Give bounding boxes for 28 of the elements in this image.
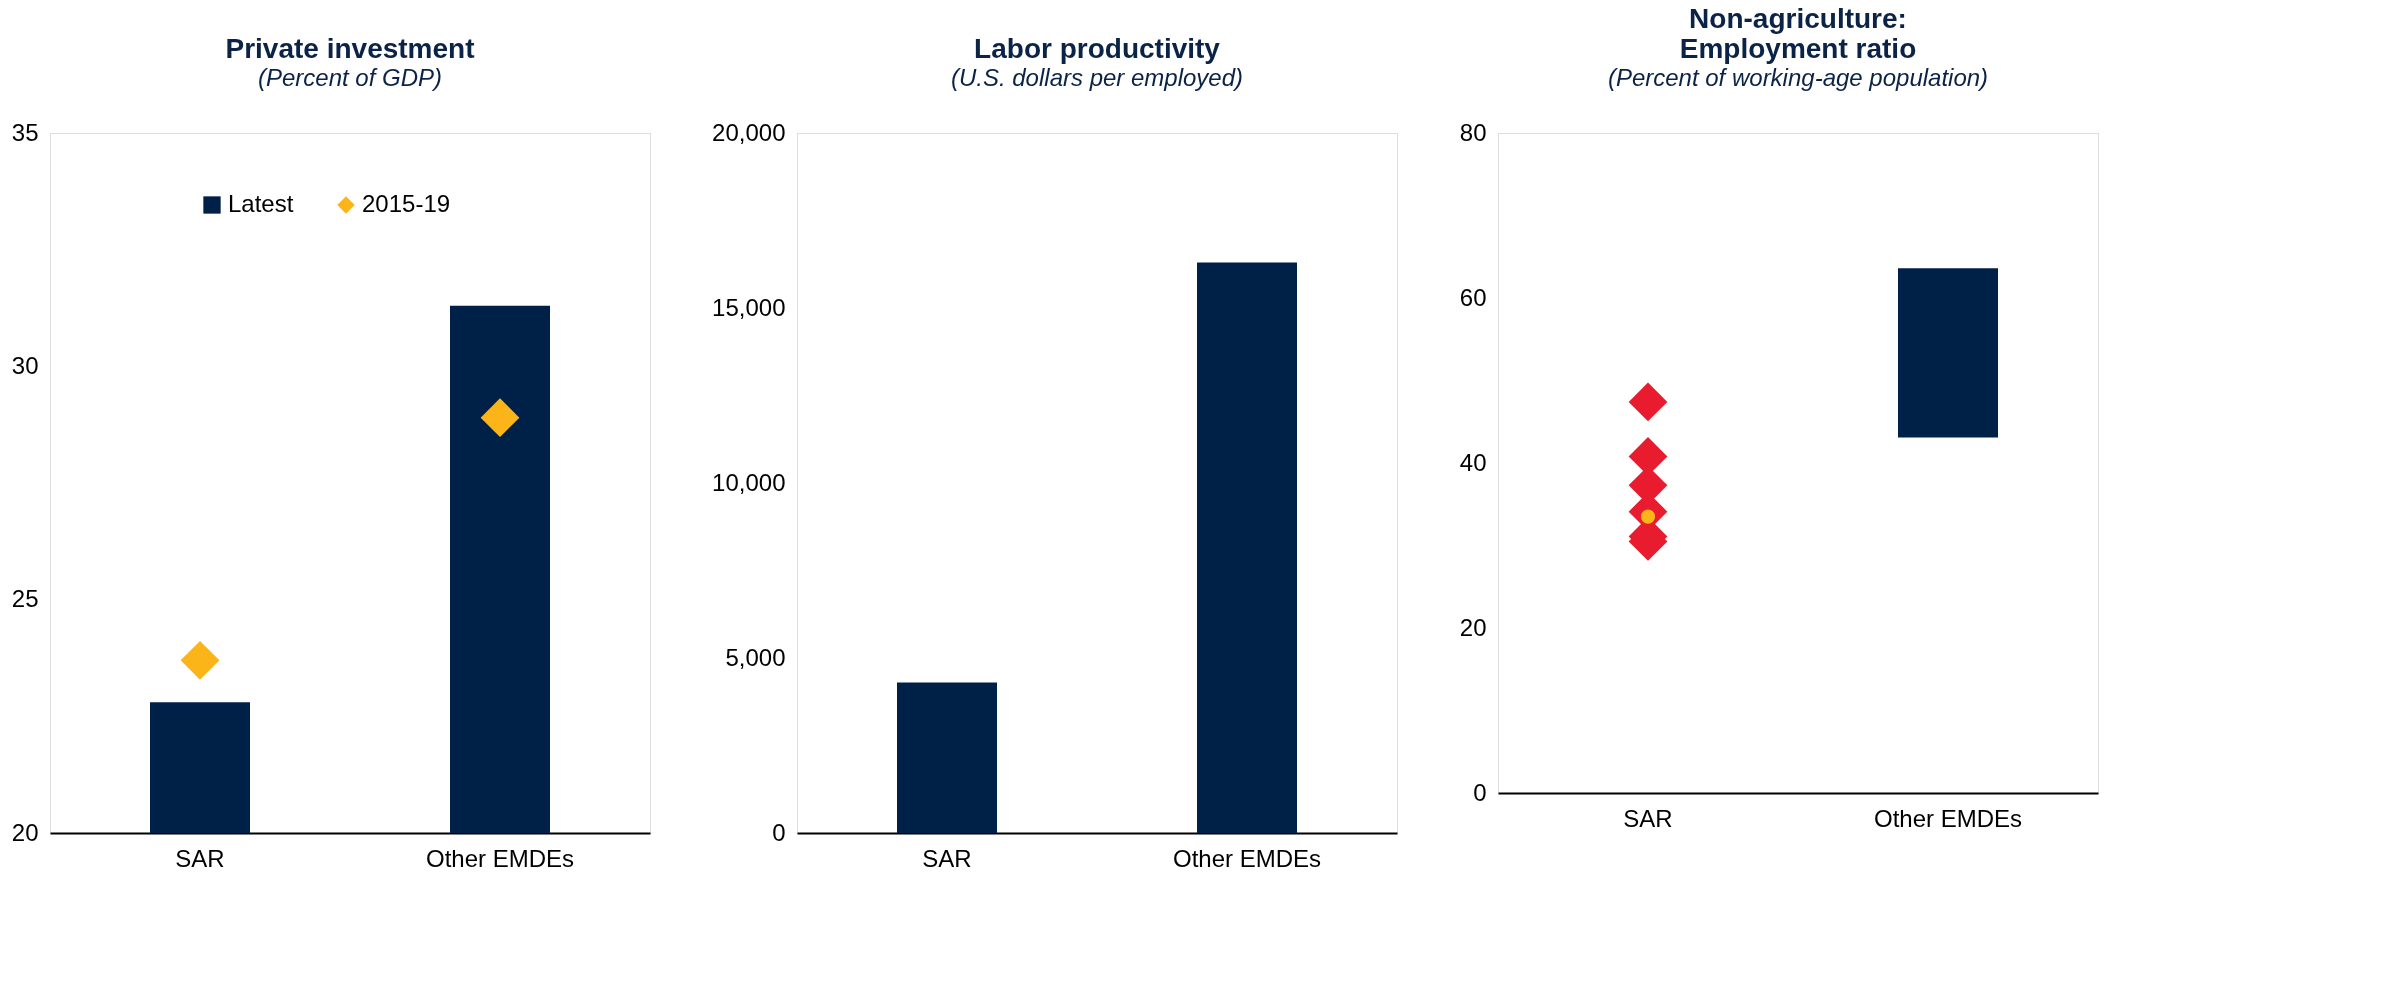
x-tick-label: Other EMDEs <box>1172 844 1322 872</box>
chart-subtitle: (Percent of GDP) <box>257 64 443 91</box>
y-tick-label: 30 <box>11 351 39 379</box>
y-tick-label: 20,000 <box>712 118 786 146</box>
x-tick-label: Other EMDEs <box>425 844 575 872</box>
y-tick-label: 0 <box>1473 778 1487 806</box>
y-tick-label: 20 <box>1459 613 1487 641</box>
chart-subtitle: (Percent of working-age population) <box>1607 64 1989 91</box>
chart-title: Private investment <box>225 33 475 64</box>
y-tick-label: 35 <box>11 118 39 146</box>
chart-title: Labor productivity <box>974 33 1221 64</box>
y-tick-label: 15,000 <box>712 293 786 321</box>
y-tick-label: 80 <box>1459 118 1487 146</box>
y-tick-label: 40 <box>1459 448 1487 476</box>
chart-subtitle: (U.S. dollars per employed) <box>950 64 1244 91</box>
x-tick-label: Other EMDEs <box>1873 804 2023 832</box>
y-tick-label: 60 <box>1459 283 1487 311</box>
x-tick-label: SAR <box>922 844 972 872</box>
y-tick-label: 20 <box>11 818 39 846</box>
x-tick-label: SAR <box>175 844 225 872</box>
y-tick-label: 5,000 <box>725 643 786 671</box>
y-tick-label: 0 <box>772 818 786 846</box>
chart-title: Non-agriculture: Employment ratio <box>1679 3 1917 64</box>
x-tick-label: SAR <box>1623 804 1673 832</box>
y-tick-label: 25 <box>11 585 39 613</box>
legend-label: 2015-19 <box>362 190 451 217</box>
legend-label: Latest <box>228 190 294 217</box>
y-tick-label: 10,000 <box>712 468 786 496</box>
